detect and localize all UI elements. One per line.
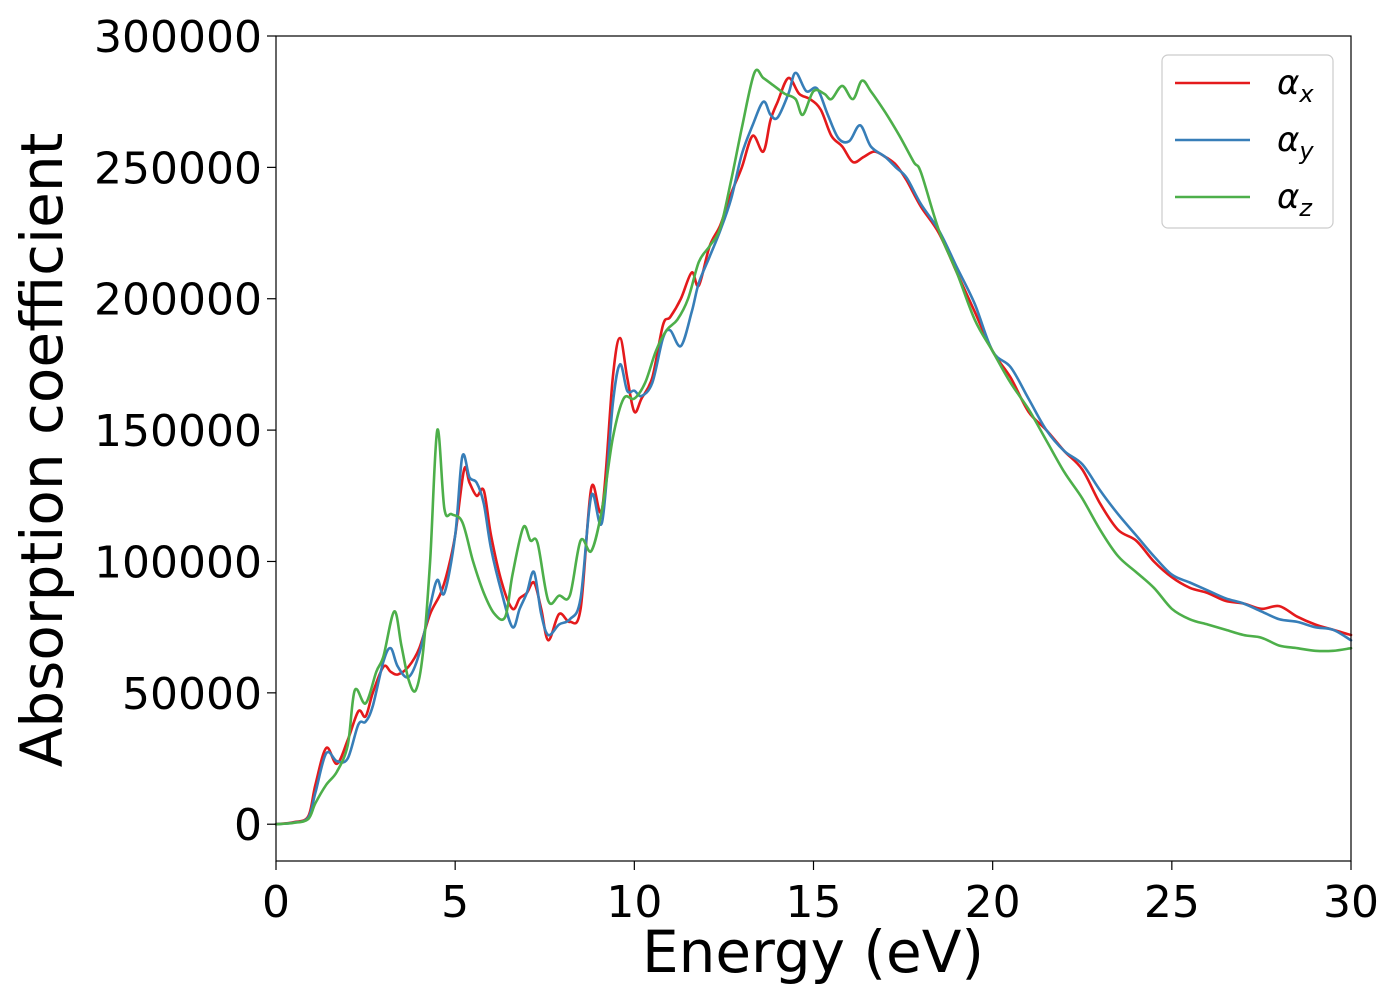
series-line-z [274, 68, 1353, 826]
y-axis-label: Absorption coefficient [8, 133, 76, 768]
y-tick-label: 50000 [122, 669, 262, 720]
legend-box [1161, 54, 1334, 229]
x-axis: 0 5 10 15 20 25 30 [262, 861, 1379, 928]
x-tick-label: 25 [1144, 877, 1200, 928]
series-line-y [274, 71, 1353, 826]
y-tick-label: 200000 [94, 275, 262, 326]
x-tick-label: 0 [262, 877, 290, 928]
series-layer [274, 68, 1353, 826]
y-axis: 0 50000 100000 150000 200000 250000 300000 [94, 12, 276, 851]
x-axis-label: Energy (eV) [642, 918, 984, 986]
x-tick-label: 10 [606, 877, 662, 928]
x-tick-label: 30 [1323, 877, 1379, 928]
legend-label-z: αz [1277, 177, 1313, 222]
legend-label-y: αy [1277, 120, 1314, 165]
y-tick-label: 100000 [94, 537, 262, 588]
y-tick-label: 300000 [94, 12, 262, 63]
x-tick-label: 15 [786, 877, 842, 928]
legend: αx αy αz [1161, 54, 1334, 229]
series-line-x [274, 76, 1353, 826]
y-tick-label: 0 [234, 800, 262, 851]
x-tick-label: 5 [441, 877, 469, 928]
legend-label-x: αx [1277, 63, 1314, 108]
y-tick-label: 150000 [94, 406, 262, 457]
x-tick-label: 20 [965, 877, 1021, 928]
y-tick-label: 250000 [94, 143, 262, 194]
